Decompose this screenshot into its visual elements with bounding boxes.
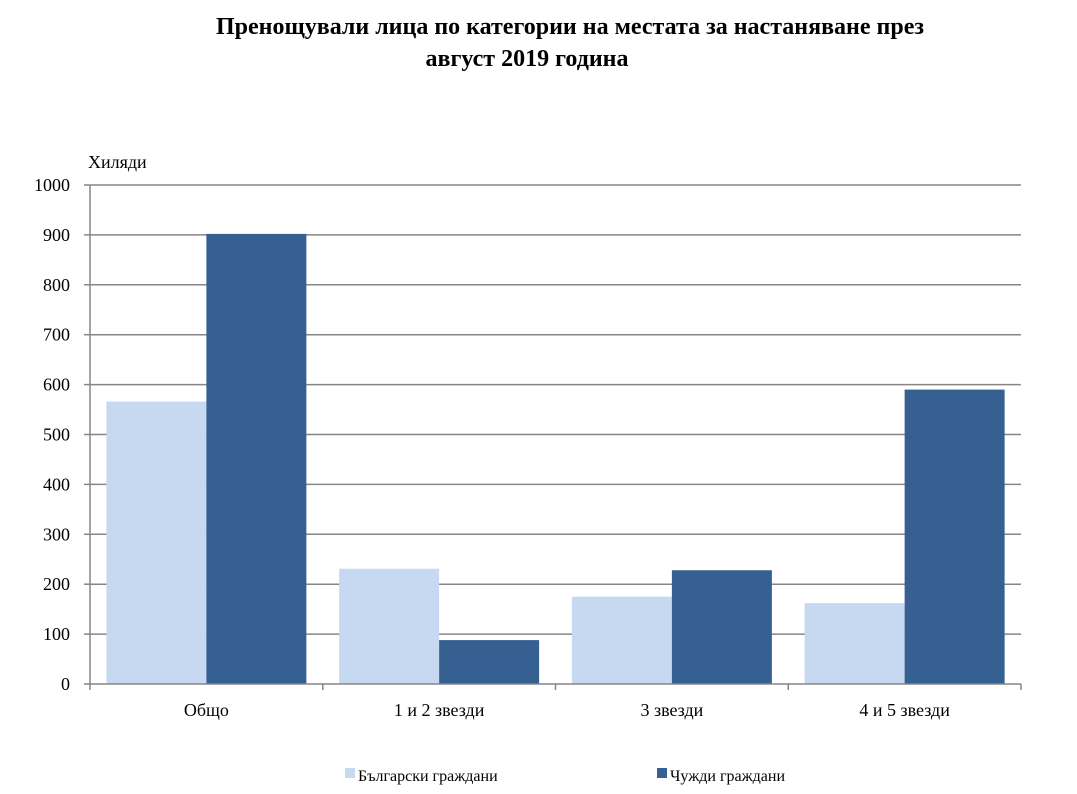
- bar-foreign-1: [439, 640, 540, 684]
- x-tick-label: Общо: [184, 700, 229, 720]
- x-tick-labels: Общо 1 и 2 звезди 3 звезди 4 и 5 звезди: [184, 700, 950, 720]
- chart-title-line-1: Пренощували лица по категории на местата…: [216, 14, 924, 40]
- bar-bulgarian-2: [571, 596, 672, 684]
- y-tick-label: 400: [43, 474, 70, 494]
- legend-swatch: [657, 768, 667, 778]
- bar-bulgarian-3: [804, 603, 905, 684]
- legend-label: Български граждани: [358, 768, 498, 785]
- y-tick-label: 100: [43, 624, 70, 644]
- y-tick-label: 1000: [34, 175, 70, 195]
- bar-foreign-3: [904, 389, 1005, 684]
- bar-foreign-2: [671, 570, 772, 684]
- legend: Български граждани Чужди граждани: [345, 768, 785, 785]
- y-axis-unit-label: Хиляди: [88, 152, 147, 172]
- x-tick-label: 1 и 2 звезди: [394, 700, 485, 720]
- y-tick-label: 800: [43, 275, 70, 295]
- legend-label: Чужди граждани: [670, 768, 785, 785]
- y-tick-label: 200: [43, 574, 70, 594]
- y-tick-label: 600: [43, 375, 70, 395]
- axes: [84, 184, 1022, 690]
- x-tick-label: 3 звезди: [640, 700, 703, 720]
- x-tick-label: 4 и 5 звезди: [859, 700, 950, 720]
- bar-foreign-0: [206, 233, 307, 685]
- bar-bulgarian-0: [106, 401, 207, 684]
- y-tick-label: 700: [43, 325, 70, 345]
- bar-bulgarian-1: [339, 568, 440, 684]
- y-tick-label: 900: [43, 225, 70, 245]
- legend-swatch: [345, 768, 355, 778]
- bars: [106, 233, 1005, 685]
- y-tick-label: 0: [61, 674, 70, 694]
- chart-title-line-2: август 2019 година: [426, 46, 629, 72]
- y-tick-labels: 0 100 200 300 400 500 600 700 800 900 1000: [34, 175, 70, 694]
- y-tick-label: 500: [43, 425, 70, 445]
- y-tick-label: 300: [43, 524, 70, 544]
